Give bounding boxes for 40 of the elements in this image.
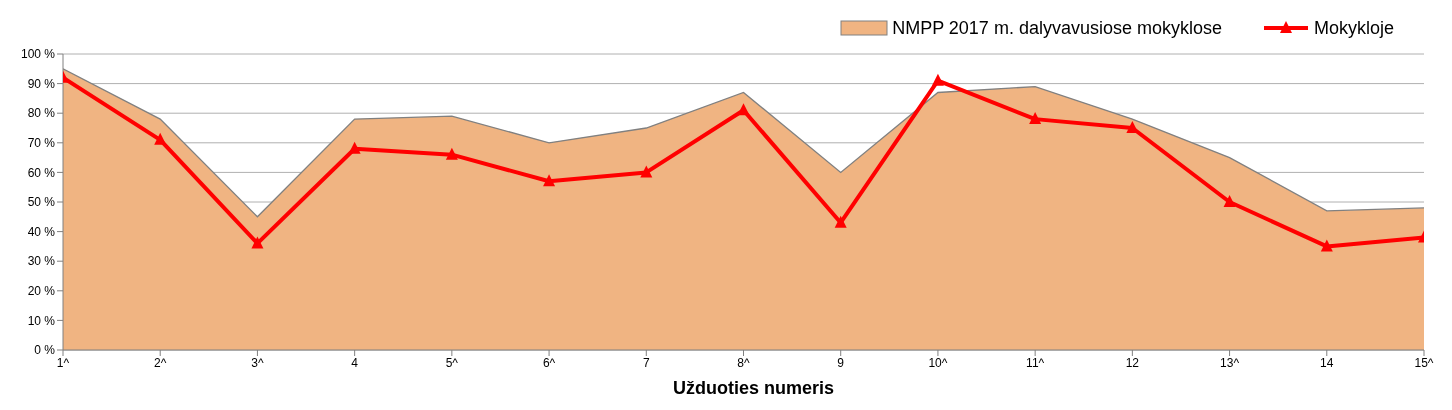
legend-label: Mokykloje — [1313, 17, 1394, 39]
point — [251, 236, 264, 249]
x-tick-label: 11^ — [1026, 355, 1045, 370]
x-axis-title: Užduoties numeris — [672, 377, 835, 400]
point — [931, 73, 944, 86]
point — [834, 215, 847, 228]
point — [445, 147, 458, 160]
y-tick-label: 20 % — [27, 284, 56, 299]
y-tick-label: 0 % — [34, 343, 56, 358]
y-tick-label: 40 % — [27, 224, 56, 239]
x-tick-label: 15^ — [1414, 355, 1434, 370]
y-tick-label: 80 % — [27, 106, 56, 121]
point — [154, 132, 167, 145]
point — [640, 165, 653, 178]
point — [1320, 239, 1333, 252]
x-tick-label: 9 — [837, 355, 845, 370]
y-tick-label: 30 % — [27, 254, 56, 269]
x-tick-label: 12 — [1125, 355, 1140, 370]
x-tick-label: 14 — [1320, 355, 1334, 370]
x-tick-label: 3^ — [251, 355, 264, 370]
legend-label: NMPP 2017 m. dalyvavusiose mokyklose — [892, 17, 1222, 39]
x-tick-label: 1^ — [56, 355, 70, 370]
x-tick-label: 7 — [642, 355, 650, 370]
x-tick-label: 10^ — [928, 355, 948, 370]
x-tick-label: 8^ — [737, 355, 751, 370]
point — [737, 103, 750, 116]
x-tick-label: 13^ — [1220, 355, 1240, 370]
y-tick-label: 10 % — [27, 313, 56, 328]
x-tick-label: 5^ — [445, 355, 459, 370]
x-tick-label: 6^ — [542, 355, 556, 370]
y-tick-label: 70 % — [27, 136, 56, 151]
y-tick-label: 50 % — [27, 195, 56, 210]
y-tick-label: 100 % — [20, 47, 56, 62]
x-tick-label: 2^ — [154, 355, 167, 370]
x-tick-label: 4 — [351, 355, 359, 370]
y-tick-label: 90 % — [27, 76, 56, 91]
point — [543, 174, 556, 187]
y-tick-label: 60 % — [27, 165, 56, 180]
point — [1223, 195, 1236, 207]
point — [1029, 112, 1042, 125]
